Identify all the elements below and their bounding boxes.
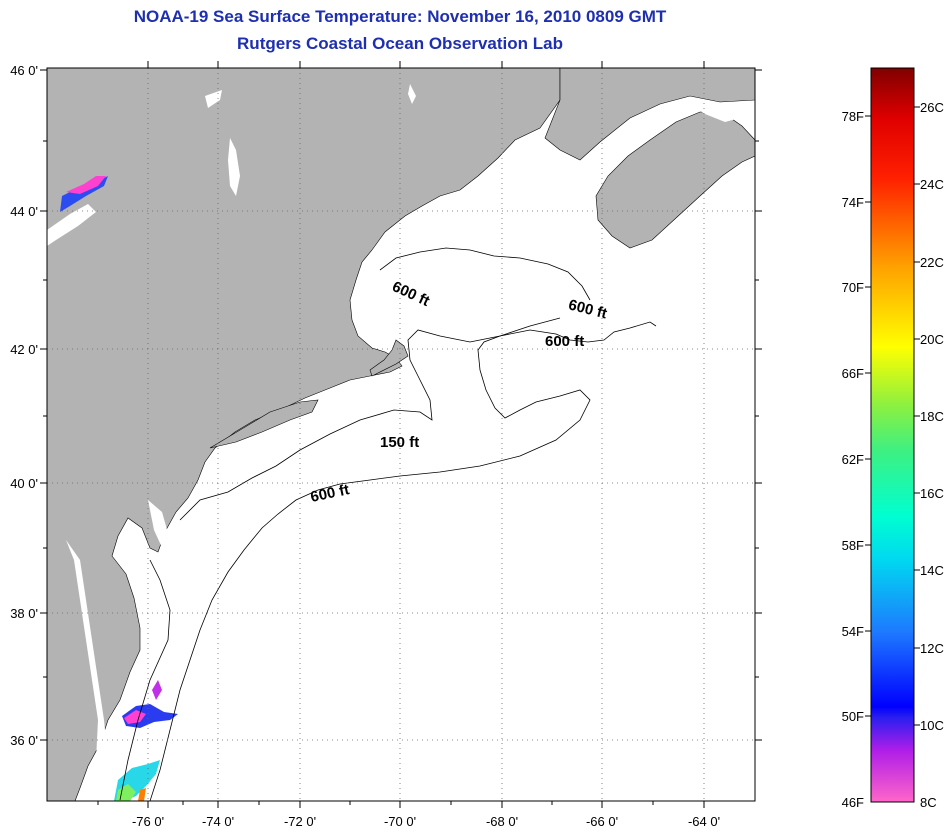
- land-new-brunswick: [544, 68, 755, 161]
- colorbar-f-label: 78F: [842, 109, 864, 124]
- lake: [228, 138, 240, 196]
- colorbar-c-label: 16C: [920, 486, 944, 501]
- colorbar-c-label: 14C: [920, 563, 944, 578]
- lon-label: -76 0': [132, 814, 164, 829]
- contour-line-600ft: [149, 321, 657, 801]
- map-title: NOAA-19 Sea Surface Temperature: Novembe…: [133, 7, 667, 26]
- colorbar-f-label: 50F: [842, 709, 864, 724]
- colorbar-f-label: 66F: [842, 366, 864, 381]
- contour-line-150ft: [119, 317, 561, 801]
- colorbar-f-label: 54F: [842, 624, 864, 639]
- lat-label: 40 0': [10, 476, 38, 491]
- contour-line-gulf-of-maine: [379, 247, 591, 301]
- lon-label: -70 0': [384, 814, 416, 829]
- cape-cod: [369, 339, 409, 377]
- colorbar-f-label: 62F: [842, 452, 864, 467]
- sst-patch-hatteras: [152, 680, 162, 700]
- lon-label: -74 0': [202, 814, 234, 829]
- lat-label: 38 0': [10, 606, 38, 621]
- long-island: [209, 399, 319, 449]
- land-nova-scotia: [595, 111, 755, 249]
- lat-label: 46 0': [10, 63, 38, 78]
- colorbar-c-label: 12C: [920, 641, 944, 656]
- sst-patch-south: [138, 788, 146, 801]
- lon-label: -66 0': [586, 814, 618, 829]
- colorbar-c-label: 24C: [920, 177, 944, 192]
- contour-label: 600 ft: [545, 333, 584, 350]
- colorbar-c-label: 10C: [920, 718, 944, 733]
- map-subtitle: Rutgers Coastal Ocean Observation Lab: [237, 34, 563, 53]
- lat-label: 36 0': [10, 733, 38, 748]
- axis-ticks: [40, 61, 762, 808]
- lake: [408, 84, 416, 104]
- color-bar: 78F 74F 70F 66F 62F 58F 54F 50F 46F 26C …: [842, 67, 944, 810]
- lake: [47, 204, 96, 246]
- lake: [205, 90, 222, 108]
- delaware-bay: [148, 500, 170, 552]
- lat-label: 42 0': [10, 342, 38, 357]
- colorbar-f-label: 46F: [842, 795, 864, 810]
- map-frame: [46, 67, 756, 802]
- lon-label: -68 0': [486, 814, 518, 829]
- colorbar-c-label: 20C: [920, 332, 944, 347]
- contour-label: 150 ft: [380, 434, 419, 451]
- sst-patch-north: [66, 176, 106, 194]
- colorbar-f-label: 74F: [842, 195, 864, 210]
- gulf-water: [690, 104, 740, 122]
- colorbar-f-label: 70F: [842, 280, 864, 295]
- color-bar-gradient: [870, 67, 915, 803]
- lat-label: 44 0': [10, 204, 38, 219]
- sst-patch-hatteras: [124, 710, 146, 724]
- chesapeake-bay: [66, 540, 110, 801]
- colorbar-c-label: 26C: [920, 100, 944, 115]
- gridlines: [47, 68, 755, 801]
- lon-label: -72 0': [284, 814, 316, 829]
- colorbar-c-label: 8C: [920, 795, 937, 810]
- colorbar-c-label: 22C: [920, 255, 944, 270]
- colorbar-f-label: 58F: [842, 538, 864, 553]
- colorbar-c-label: 18C: [920, 409, 944, 424]
- lon-label: -64 0': [688, 814, 720, 829]
